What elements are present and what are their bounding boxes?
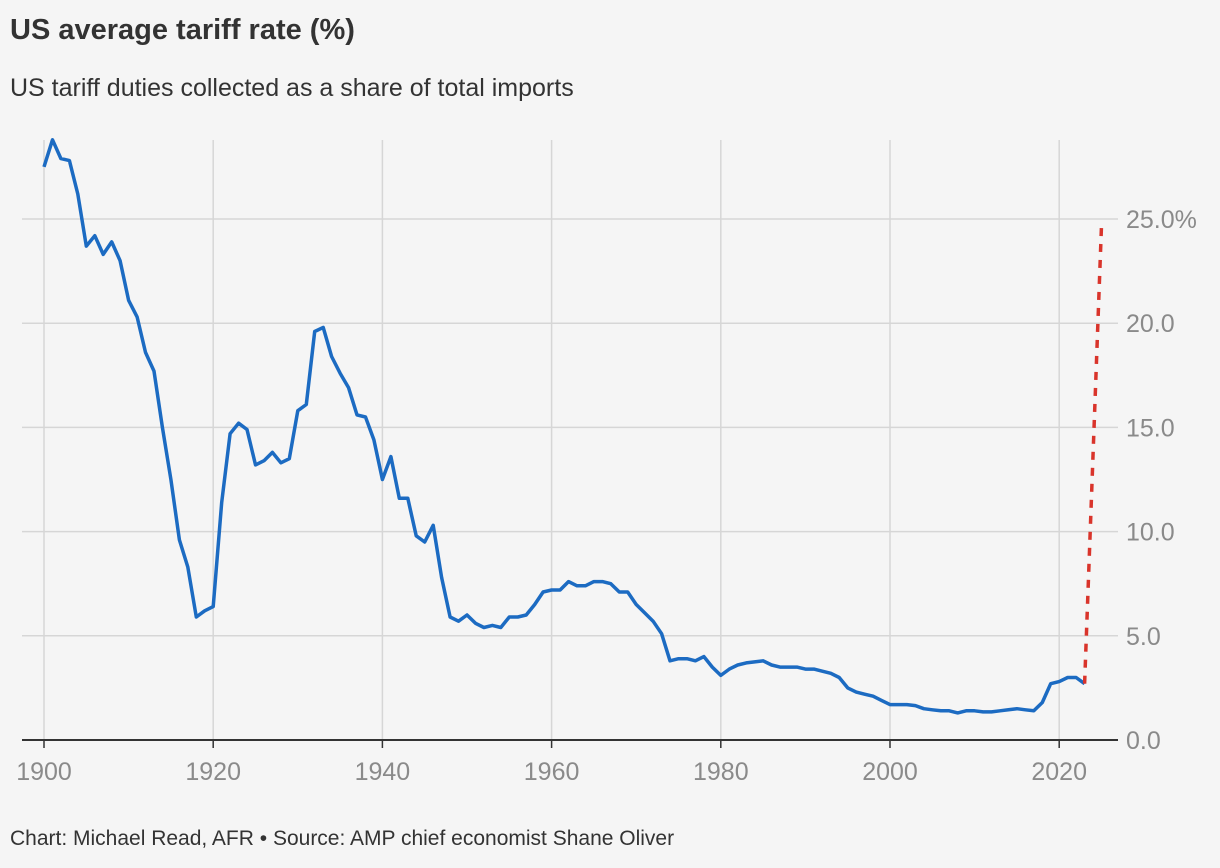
y-tick-label: 10.0 [1126,519,1175,547]
x-tick-label: 1960 [524,758,580,786]
chart-subtitle: US tariff duties collected as a share of… [10,74,574,102]
y-tick-label: 0.0 [1126,727,1161,755]
series-layer [42,138,1104,715]
x-tick-label: 1940 [355,758,411,786]
gridlines [22,140,1118,740]
x-tick-label: 2000 [862,758,918,786]
y-tick-label: 5.0 [1126,623,1161,651]
chart-title: US average tariff rate (%) [10,14,355,46]
axes: 1900 1920 1940 1960 1980 2000 2020 0.0 5.0 10.0 15… [16,206,1197,786]
projection-dashed-line [1082,225,1104,684]
x-tick-label: 2020 [1031,758,1087,786]
x-tick-label: 1980 [693,758,749,786]
x-tick-label: 1900 [16,758,72,786]
x-tick-label: 1920 [185,758,241,786]
y-tick-label: 20.0 [1126,310,1175,338]
tariff-rate-line [42,138,1086,715]
y-tick-label: 25.0% [1126,206,1197,234]
y-tick-label: 15.0 [1126,414,1175,442]
chart-credit: Chart: Michael Read, AFR • Source: AMP c… [10,827,675,850]
